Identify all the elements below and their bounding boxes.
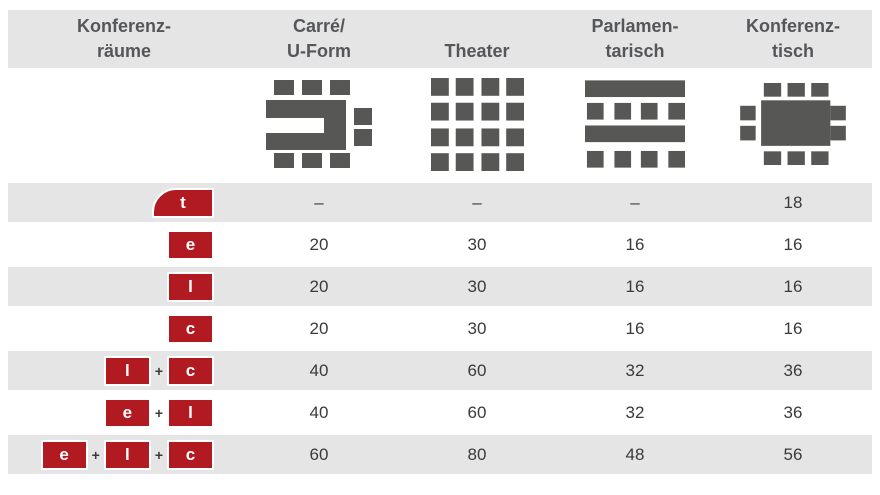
capacity-table-body: t – – –18 e 20 30 16 16 l 20 30 16 16 c 20 30 16 16 l + c 40 60…	[8, 183, 872, 474]
capacity-value: 20	[309, 276, 329, 296]
capacity-value: 20	[309, 318, 329, 338]
room-badge-l: l	[103, 439, 151, 470]
room-badge-l: l	[103, 355, 151, 386]
table-row: e + l + c 60 80 48 56	[8, 435, 872, 474]
capacity-value: 30	[467, 318, 487, 338]
table-row: l 20 30 16 16	[8, 267, 872, 306]
parliament-layout-icon	[556, 68, 714, 180]
room-badge-e: e	[40, 439, 88, 470]
header-line: Konferenz-	[77, 16, 171, 36]
capacity-value: 18	[783, 192, 803, 212]
header-line: Parlamen-	[591, 16, 679, 36]
capacity-value: 56	[783, 444, 803, 464]
table-header-row: Konferenz- räume Carré/ U-Form Theater P…	[8, 10, 872, 68]
plus-sign: +	[154, 404, 163, 421]
header-line: Theater	[444, 41, 510, 61]
table-row: l + c 40 60 32 36	[8, 351, 872, 390]
capacity-value: 16	[625, 318, 645, 338]
header-line: tisch	[771, 41, 814, 61]
conference-table-layout-icon	[714, 68, 872, 180]
header-konferenztisch: Konferenz- tisch	[714, 10, 872, 68]
capacity-value: 60	[467, 360, 487, 380]
table-row: c 20 30 16 16	[8, 309, 872, 348]
header-carre-uform: Carré/ U-Form	[240, 10, 398, 68]
capacity-value: 16	[783, 276, 803, 296]
header-konferenzraeume: Konferenz- räume	[8, 10, 240, 68]
room-badge-c: c	[167, 355, 214, 386]
header-parlamentarisch: Parlamen- tarisch	[556, 10, 714, 68]
room-badge-e: e	[167, 229, 214, 260]
plus-sign: +	[91, 446, 100, 463]
u-form-layout-icon	[240, 68, 398, 180]
header-line: räume	[96, 41, 152, 61]
room-badge-e: e	[103, 397, 151, 428]
capacity-table: Konferenz- räume Carré/ U-Form Theater P…	[8, 10, 872, 474]
capacity-value: 40	[309, 402, 329, 422]
room-badge-l: l	[167, 397, 214, 428]
room-combination-cell: l	[8, 267, 240, 306]
parliament-layout-svg	[585, 80, 685, 168]
header-line: Carré/	[292, 16, 346, 36]
capacity-value: 60	[309, 444, 329, 464]
room-combination-cell: l + c	[8, 351, 240, 390]
capacity-value: 16	[625, 234, 645, 254]
capacity-value: –	[630, 192, 640, 212]
capacity-value: 36	[783, 360, 803, 380]
capacity-value: 16	[783, 318, 803, 338]
capacity-value: 40	[309, 360, 329, 380]
header-line: tarisch	[605, 41, 665, 61]
capacity-value: 60	[467, 402, 487, 422]
capacity-value: 20	[309, 234, 329, 254]
table-row: e 20 30 16 16	[8, 225, 872, 264]
room-combination-cell: c	[8, 309, 240, 348]
conference-table-layout-svg	[740, 83, 846, 165]
room-combination-cell: e + l	[8, 393, 240, 432]
header-theater: Theater	[398, 10, 556, 68]
capacity-value: 36	[783, 402, 803, 422]
u-form-layout-svg	[266, 80, 372, 168]
capacity-value: –	[472, 192, 482, 212]
theater-layout-icon	[398, 68, 556, 180]
room-badge-l: l	[167, 271, 214, 302]
plus-sign: +	[154, 446, 163, 463]
capacity-value: 30	[467, 276, 487, 296]
capacity-value: 32	[625, 402, 645, 422]
capacity-value: 30	[467, 234, 487, 254]
capacity-value: –	[314, 192, 324, 212]
capacity-value: 32	[625, 360, 645, 380]
plus-sign: +	[154, 362, 163, 379]
theater-layout-svg	[430, 77, 524, 171]
header-line: Konferenz-	[746, 16, 840, 36]
capacity-value: 16	[783, 234, 803, 254]
header-line: U-Form	[287, 41, 351, 61]
room-combination-cell: e + l + c	[8, 435, 240, 474]
table-row: t – – – 18	[8, 183, 872, 222]
room-badge-c: c	[167, 439, 214, 470]
table-row: e + l 40 60 32 36	[8, 393, 872, 432]
room-badge-t: t	[152, 187, 214, 218]
empty-icon-cell	[8, 68, 240, 180]
room-badge-c: c	[167, 313, 214, 344]
capacity-value: 16	[625, 276, 645, 296]
layout-icon-row	[8, 68, 872, 180]
capacity-value: 80	[467, 444, 487, 464]
room-combination-cell: t	[8, 183, 240, 222]
room-combination-cell: e	[8, 225, 240, 264]
capacity-value: 48	[625, 444, 645, 464]
